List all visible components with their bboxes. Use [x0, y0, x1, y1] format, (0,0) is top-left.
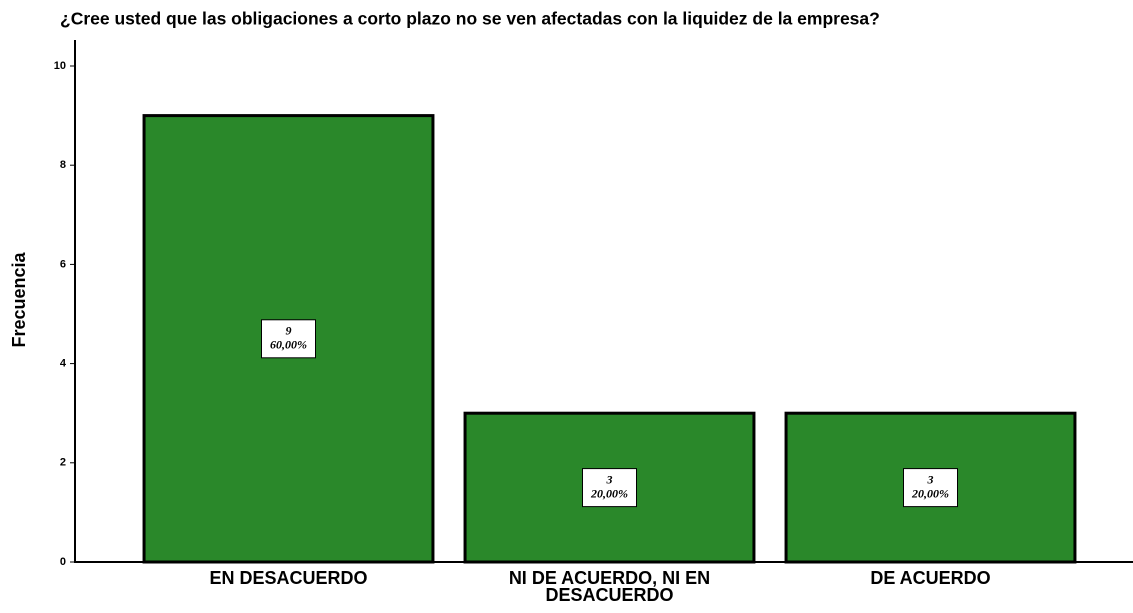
- data-label-box: [903, 468, 958, 508]
- data-label-value: 3: [927, 472, 934, 486]
- y-tick-label: 8: [60, 159, 66, 171]
- chart-title: ¿Cree usted que las obligaciones a corto…: [60, 9, 880, 29]
- y-tick-label: 6: [60, 258, 66, 270]
- y-tick-label: 4: [60, 358, 67, 370]
- x-tick-label: EN DESACUERDO: [209, 568, 368, 588]
- x-tick-label: DE ACUERDO: [870, 568, 991, 588]
- y-tick-label: 10: [54, 60, 66, 72]
- y-tick-label: 0: [60, 556, 66, 568]
- data-label-box: [261, 319, 316, 359]
- data-label-percent: 20,00%: [911, 486, 949, 500]
- y-tick-label: 2: [60, 457, 66, 469]
- data-label-percent: 20,00%: [590, 486, 628, 500]
- y-axis-label: Frecuencia: [9, 251, 29, 347]
- data-label-percent: 60,00%: [270, 338, 307, 352]
- data-label-box: [582, 468, 637, 508]
- data-label-value: 3: [606, 472, 613, 486]
- data-label-value: 9: [286, 324, 292, 338]
- x-tick-label: NI DE ACUERDO, NI EN DESACUERDO: [508, 568, 711, 605]
